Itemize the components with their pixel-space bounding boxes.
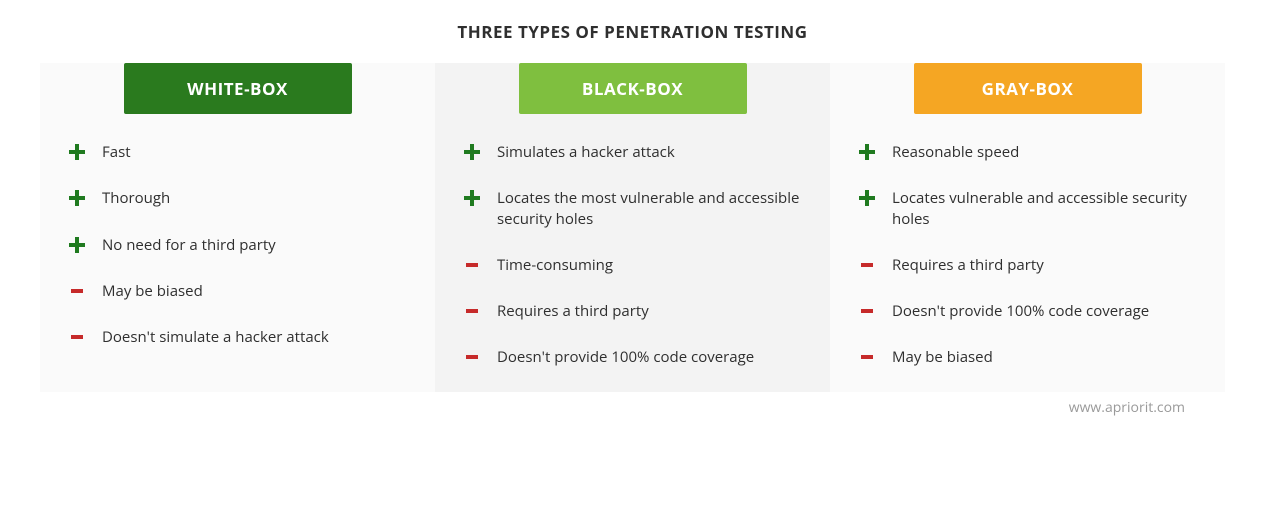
header-gray-box: GRAY-BOX bbox=[914, 63, 1142, 114]
header-black-box: BLACK-BOX bbox=[519, 63, 747, 114]
items-black-box: Simulates a hacker attack Locates the mos… bbox=[463, 142, 802, 368]
column-gray-box: GRAY-BOX Reasonable speed Locates vulnera… bbox=[830, 63, 1225, 392]
list-item: Requires a third party bbox=[463, 301, 802, 321]
minus-icon bbox=[858, 348, 876, 366]
item-text: Doesn't simulate a hacker attack bbox=[102, 327, 329, 347]
minus-icon bbox=[68, 328, 86, 346]
item-text: No need for a third party bbox=[102, 235, 276, 255]
column-white-box: WHITE-BOX Fast Thorough No need for a thir… bbox=[40, 63, 435, 392]
item-text: Time-consuming bbox=[497, 255, 613, 275]
item-text: Fast bbox=[102, 142, 131, 162]
page-title: THREE TYPES OF PENETRATION TESTING bbox=[40, 20, 1225, 43]
minus-icon bbox=[463, 302, 481, 320]
minus-icon bbox=[68, 282, 86, 300]
item-text: May be biased bbox=[102, 281, 203, 301]
columns-container: WHITE-BOX Fast Thorough No need for a thir… bbox=[40, 63, 1225, 392]
plus-icon bbox=[463, 143, 481, 161]
plus-icon bbox=[463, 189, 481, 207]
plus-icon bbox=[858, 189, 876, 207]
item-text: Locates vulnerable and accessible securi… bbox=[892, 188, 1197, 229]
plus-icon bbox=[68, 236, 86, 254]
item-text: Requires a third party bbox=[892, 255, 1044, 275]
minus-icon bbox=[68, 282, 86, 300]
item-text: Reasonable speed bbox=[892, 142, 1019, 162]
list-item: May be biased bbox=[858, 347, 1197, 367]
plus-icon bbox=[858, 143, 876, 161]
minus-icon bbox=[858, 302, 876, 320]
minus-icon bbox=[463, 348, 481, 366]
minus-icon bbox=[858, 302, 876, 320]
footer-attribution: www.apriorit.com bbox=[40, 392, 1225, 417]
minus-icon bbox=[463, 256, 481, 274]
column-black-box: BLACK-BOX Simulates a hacker attack Locat… bbox=[435, 63, 830, 392]
minus-icon bbox=[463, 302, 481, 320]
plus-icon bbox=[68, 143, 86, 161]
plus-icon bbox=[463, 143, 481, 161]
plus-icon bbox=[858, 143, 876, 161]
list-item: Simulates a hacker attack bbox=[463, 142, 802, 162]
items-gray-box: Reasonable speed Locates vulnerable and a… bbox=[858, 142, 1197, 368]
item-text: Requires a third party bbox=[497, 301, 649, 321]
plus-icon bbox=[68, 189, 86, 207]
item-text: Doesn't provide 100% code coverage bbox=[892, 301, 1149, 321]
plus-icon bbox=[68, 189, 86, 207]
list-item: Doesn't provide 100% code coverage bbox=[858, 301, 1197, 321]
item-text: May be biased bbox=[892, 347, 993, 367]
plus-icon bbox=[463, 189, 481, 207]
minus-icon bbox=[463, 348, 481, 366]
list-item: Thorough bbox=[68, 188, 407, 208]
plus-icon bbox=[68, 143, 86, 161]
list-item: Requires a third party bbox=[858, 255, 1197, 275]
list-item: Fast bbox=[68, 142, 407, 162]
minus-icon bbox=[68, 328, 86, 346]
item-text: Doesn't provide 100% code coverage bbox=[497, 347, 754, 367]
list-item: Reasonable speed bbox=[858, 142, 1197, 162]
item-text: Simulates a hacker attack bbox=[497, 142, 675, 162]
items-white-box: Fast Thorough No need for a third party May… bbox=[68, 142, 407, 347]
list-item: May be biased bbox=[68, 281, 407, 301]
list-item: Locates vulnerable and accessible securi… bbox=[858, 188, 1197, 229]
list-item: Locates the most vulnerable and accessib… bbox=[463, 188, 802, 229]
list-item: Doesn't simulate a hacker attack bbox=[68, 327, 407, 347]
header-white-box: WHITE-BOX bbox=[124, 63, 352, 114]
list-item: Time-consuming bbox=[463, 255, 802, 275]
list-item: Doesn't provide 100% code coverage bbox=[463, 347, 802, 367]
list-item: No need for a third party bbox=[68, 235, 407, 255]
plus-icon bbox=[68, 236, 86, 254]
minus-icon bbox=[858, 348, 876, 366]
item-text: Thorough bbox=[102, 188, 170, 208]
plus-icon bbox=[858, 189, 876, 207]
item-text: Locates the most vulnerable and accessib… bbox=[497, 188, 802, 229]
minus-icon bbox=[858, 256, 876, 274]
minus-icon bbox=[858, 256, 876, 274]
minus-icon bbox=[463, 256, 481, 274]
